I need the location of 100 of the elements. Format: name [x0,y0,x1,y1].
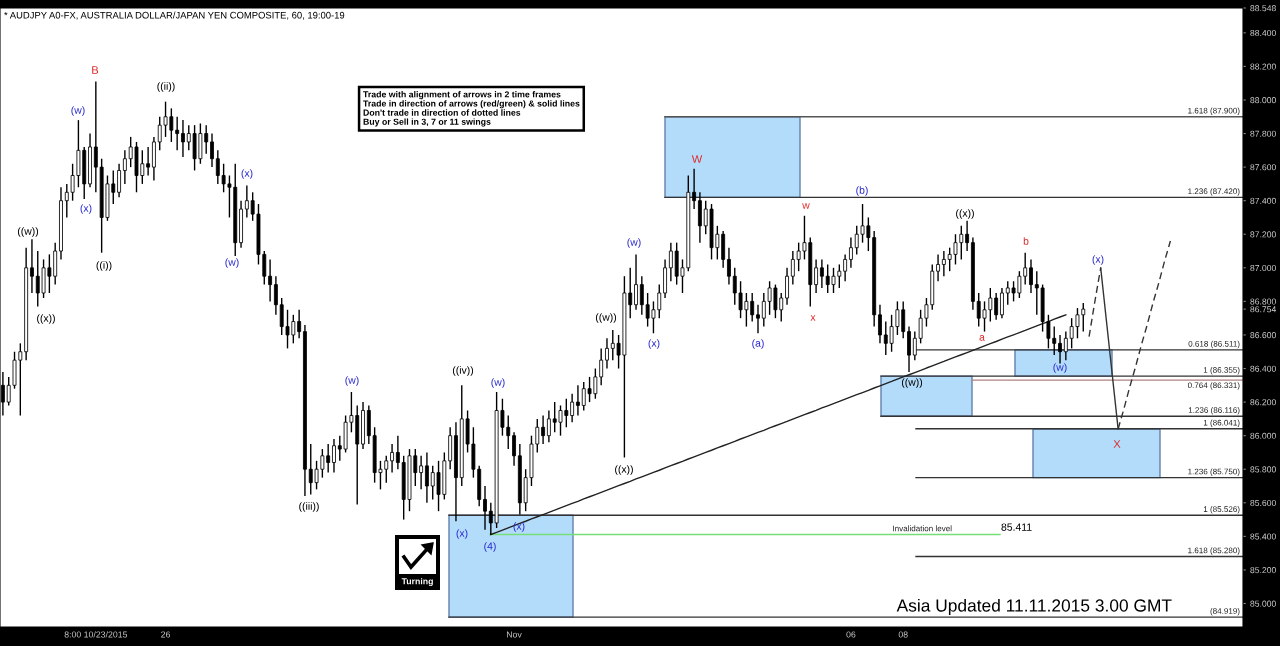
candlestick [395,434,400,470]
candlestick [181,119,185,158]
candlestick [668,241,673,282]
candlestick [30,238,34,294]
annotation: ((w)) [595,313,617,323]
annotation: x [810,315,816,321]
candlestick [541,414,546,445]
y-tick-label: 86.000 [1250,432,1276,439]
candlestick [849,236,853,269]
candlestick [727,246,731,286]
annotation: 85.411 [1001,523,1032,531]
candlestick [605,337,609,370]
candlestick [268,258,273,303]
y-tick-label: 86.754 [1250,306,1277,313]
annotation: a [979,335,985,341]
candlestick [692,168,697,210]
candlestick [419,455,424,491]
y-tick-label: 88.548 [1250,5,1276,12]
annotation: X [1113,440,1121,448]
candlestick [994,292,999,321]
annotation: (w) [71,106,85,116]
annotation: (w) [225,258,239,268]
candlestick [210,132,214,168]
candlestick [273,275,278,316]
y-tick-label: 85.200 [1250,567,1276,574]
x-tick-label: 08 [898,631,908,638]
ref-line-label: 1.236 (86.116) [1188,407,1240,415]
x-tick-label: 06 [846,631,856,638]
annotation: (w) [1053,363,1067,373]
candlestick [297,309,302,340]
y-tick-label: 86.400 [1250,365,1276,372]
annotation: B [92,66,99,74]
candlestick [117,163,121,199]
x-tick-label: Nov [506,631,522,638]
ref-line-label: 1 (85.526) [1203,506,1240,514]
candlestick [819,258,824,289]
candlestick [512,431,516,467]
candlestick [546,409,551,444]
annotation: ((iv)) [452,366,474,376]
y-tick-label: 87.600 [1250,164,1276,171]
candlestick [1000,287,1004,319]
candlestick [814,258,819,294]
annotation: ((w)) [17,227,39,237]
ref-line-label: 1.618 (85.280) [1188,547,1240,555]
y-tick-label: 88.000 [1250,97,1276,104]
ref-line-label: 1 (86.041) [1203,419,1240,428]
candlestick [965,220,970,252]
candlestick [483,485,487,531]
y-tick-label: 85.000 [1250,600,1276,607]
candlestick [146,146,151,177]
y-tick-label: 86.600 [1250,332,1276,339]
candlestick [785,267,789,306]
annotation: ((iii)) [299,502,319,512]
annotation: (b) [856,186,868,196]
ref-line-label: 0.618 (86.511) [1188,340,1240,349]
candlestick [941,250,946,277]
annotation: ((ii)) [157,82,175,92]
annotation: (x) [241,169,253,179]
annotation: W [691,155,703,163]
candlestick [122,149,127,185]
candlestick [634,253,638,311]
ref-line-label: 1.236 (87.420) [1188,188,1240,196]
ref-line-label: 1 (86.355) [1203,366,1240,375]
y-tick-label: 87.200 [1250,231,1276,238]
annotation: ((w)) [901,378,923,388]
candlestick [878,304,882,345]
candlestick [936,253,940,282]
y-tick-label: 87.800 [1250,130,1276,137]
chart-title: * AUDJPY A0-FX, AUSTRALIA DOLLAR/JAPAN YEN COMPOSITE, 60, 19:00-19 [4,11,345,20]
annotation: b [1023,237,1029,245]
candlestick [1058,334,1062,365]
y-tick-label: 88.200 [1250,63,1276,70]
y-tick-label: 86.200 [1250,399,1276,406]
line-series [490,314,1067,536]
y-tick-label: 87.400 [1250,197,1276,204]
annotation: (w) [627,238,641,248]
y-tick-label: 88.400 [1250,29,1276,37]
candlestick [244,184,249,219]
annotation: ((x)) [615,465,633,475]
annotation: ((x)) [37,314,55,324]
x-tick-label: 26 [161,631,171,638]
candlestick [907,325,911,373]
annotation: ((i)) [96,261,112,271]
annotation: (x) [456,529,468,539]
y-tick-label: 85.800 [1250,466,1276,473]
candlestick [390,443,394,474]
annotation: ((x)) [956,209,974,219]
candlestick [332,438,336,474]
annotation: (a) [752,339,764,349]
ref-line-label: 0.764 (86.331) [1187,382,1240,390]
annotation: Trade with alignment of arrows in 2 time frames Trade in direction of arrows (red/green) & solid lines Don't trade in direction of dotted lines Buy or Sell in 3, 7 or 11 swings [363,91,580,127]
candlestick [756,304,760,334]
ref-line-label: 1.618 (87.900) [1188,107,1240,116]
annotation: (w) [345,376,359,386]
y-tick-label: 86.800 [1250,298,1276,305]
annotation: w [802,203,810,209]
candlestick [843,253,848,282]
candlestick [1029,258,1033,294]
candlestick [424,451,429,504]
ref-line-label: 1.236 (85.750) [1188,468,1240,476]
